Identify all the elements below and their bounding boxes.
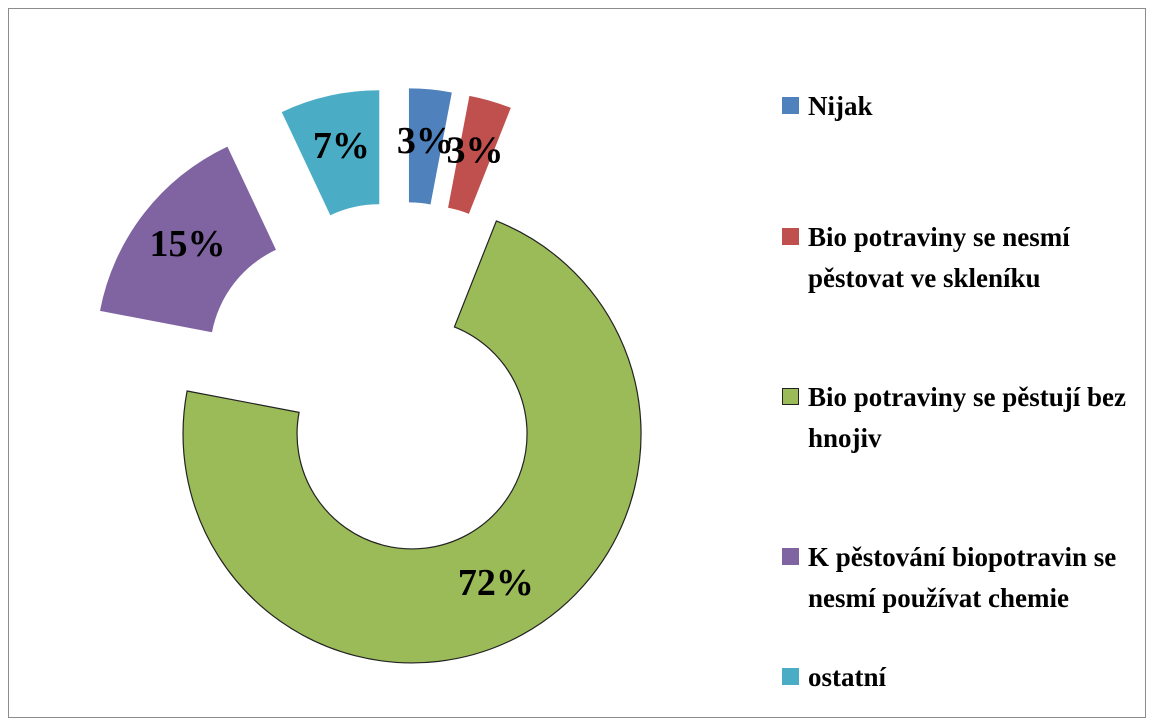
- legend-swatch: [782, 228, 799, 245]
- data-label: 15%: [149, 223, 225, 265]
- legend-label: Bio potraviny se nesmí pěstovat ve sklen…: [808, 222, 1070, 293]
- donut-segment: [448, 95, 511, 214]
- legend-item: K pěstování biopotravin se nesmí používa…: [782, 537, 1152, 619]
- donut-segment: [182, 220, 642, 664]
- legend-item: Bio potraviny se pěstují bez hnojiv: [782, 377, 1152, 459]
- chart: 3%3% 72% 15% 7%: [99, 88, 642, 664]
- legend-label: K pěstování biopotravin se nesmí používa…: [808, 542, 1117, 613]
- legend-swatch: [782, 97, 799, 114]
- legend-swatch: [782, 548, 799, 565]
- donut-segment: [408, 88, 452, 205]
- legend-item: Nijak: [782, 86, 1152, 127]
- legend-label: Bio potraviny se pěstují bez hnojiv: [808, 382, 1127, 453]
- donut-segment: [99, 146, 276, 333]
- donut-segment: [281, 90, 380, 216]
- data-label: 72%: [458, 562, 534, 604]
- chart-frame: 3% 3% 72% 15% 7% Nijak Bio potraviny se nesmí…: [8, 8, 1146, 718]
- legend-swatch: [782, 668, 799, 685]
- data-label: 7%: [313, 125, 370, 167]
- legend-item: Bio potraviny se nesmí pěstovat ve sklen…: [782, 217, 1152, 299]
- legend-item: ostatní: [782, 657, 1152, 698]
- legend-label: Nijak: [808, 91, 873, 121]
- data-label: 3%: [447, 129, 504, 171]
- legend-swatch: [782, 388, 799, 405]
- data-label: 3%: [397, 120, 454, 162]
- legend-label: ostatní: [808, 662, 887, 692]
